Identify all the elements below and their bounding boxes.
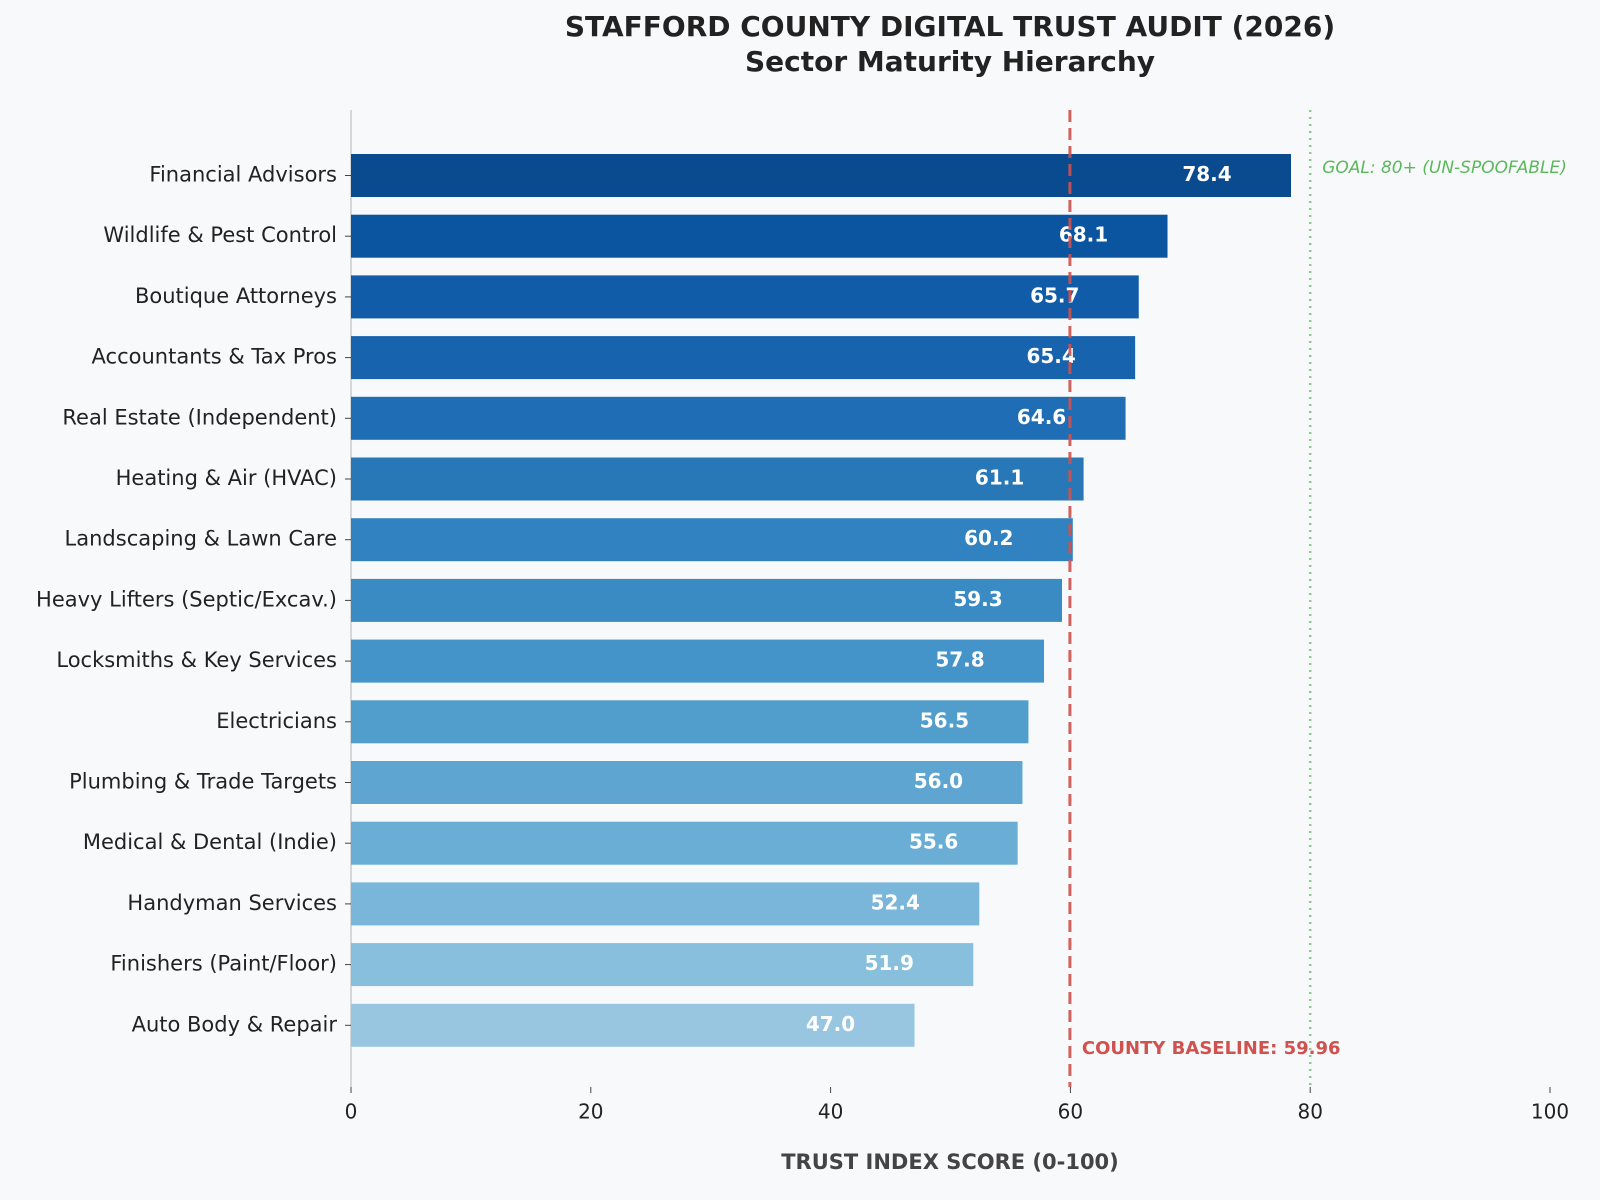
y-tick-label: Real Estate (Independent) xyxy=(62,405,337,429)
y-tick-label: Electricians xyxy=(216,709,337,733)
x-tick-label: 100 xyxy=(1531,1100,1569,1124)
value-label: 64.6 xyxy=(1017,405,1066,429)
y-tick-label: Wildlife & Pest Control xyxy=(103,223,337,247)
bar xyxy=(351,457,1084,501)
value-label: 52.4 xyxy=(871,890,920,914)
y-tick-label: Finishers (Paint/Floor) xyxy=(110,952,337,976)
x-tick-label: 60 xyxy=(1058,1100,1083,1124)
bar xyxy=(351,396,1126,440)
x-tick-label: 20 xyxy=(578,1100,603,1124)
reference-label: COUNTY BASELINE: 59.96 xyxy=(1082,1038,1341,1059)
value-label: 78.4 xyxy=(1182,162,1231,186)
bar xyxy=(351,1003,915,1047)
bar xyxy=(351,700,1029,744)
y-tick-label: Accountants & Tax Pros xyxy=(92,345,337,369)
chart-subtitle: Sector Maturity Hierarchy xyxy=(745,45,1155,78)
bar xyxy=(351,518,1073,562)
y-tick-label: Financial Advisors xyxy=(149,163,337,187)
reference-label: GOAL: 80+ (UN-SPOOFABLE) xyxy=(1322,158,1567,178)
x-tick-label: 40 xyxy=(818,1100,843,1124)
bar xyxy=(351,639,1045,683)
y-tick-label: Heavy Lifters (Septic/Excav.) xyxy=(36,587,337,611)
y-tick-label: Auto Body & Repair xyxy=(132,1012,338,1036)
y-tick-label: Plumbing & Trade Targets xyxy=(69,770,337,794)
value-label: 47.0 xyxy=(806,1012,855,1036)
value-label: 60.2 xyxy=(964,526,1013,550)
y-tick-label: Boutique Attorneys xyxy=(135,284,337,308)
y-tick-label: Landscaping & Lawn Care xyxy=(65,527,337,551)
value-label: 61.1 xyxy=(975,466,1024,490)
value-label: 65.7 xyxy=(1030,283,1079,307)
value-label: 57.8 xyxy=(935,648,984,672)
value-label: 68.1 xyxy=(1059,223,1108,247)
y-tick-label: Locksmiths & Key Services xyxy=(56,648,337,672)
x-tick-label: 80 xyxy=(1297,1100,1322,1124)
y-tick-label: Heating & Air (HVAC) xyxy=(116,466,337,490)
bar xyxy=(351,275,1139,319)
value-label: 65.4 xyxy=(1026,344,1075,368)
y-tick-label: Medical & Dental (Indie) xyxy=(83,830,337,854)
bar xyxy=(351,214,1168,258)
x-axis-label: TRUST INDEX SCORE (0-100) xyxy=(781,1150,1119,1174)
value-label: 59.3 xyxy=(953,587,1002,611)
bar xyxy=(351,154,1292,197)
bar xyxy=(351,336,1136,380)
value-label: 56.5 xyxy=(920,708,969,732)
value-label: 56.0 xyxy=(914,769,963,793)
bar xyxy=(351,578,1063,622)
x-tick-label: 0 xyxy=(345,1100,358,1124)
value-label: 55.6 xyxy=(909,830,958,854)
bar xyxy=(351,821,1018,865)
value-label: 51.9 xyxy=(865,951,914,975)
bar xyxy=(351,882,980,926)
bar xyxy=(351,943,974,987)
bar xyxy=(351,761,1023,804)
chart-title: STAFFORD COUNTY DIGITAL TRUST AUDIT (202… xyxy=(565,10,1335,43)
y-tick-label: Handyman Services xyxy=(127,891,337,915)
